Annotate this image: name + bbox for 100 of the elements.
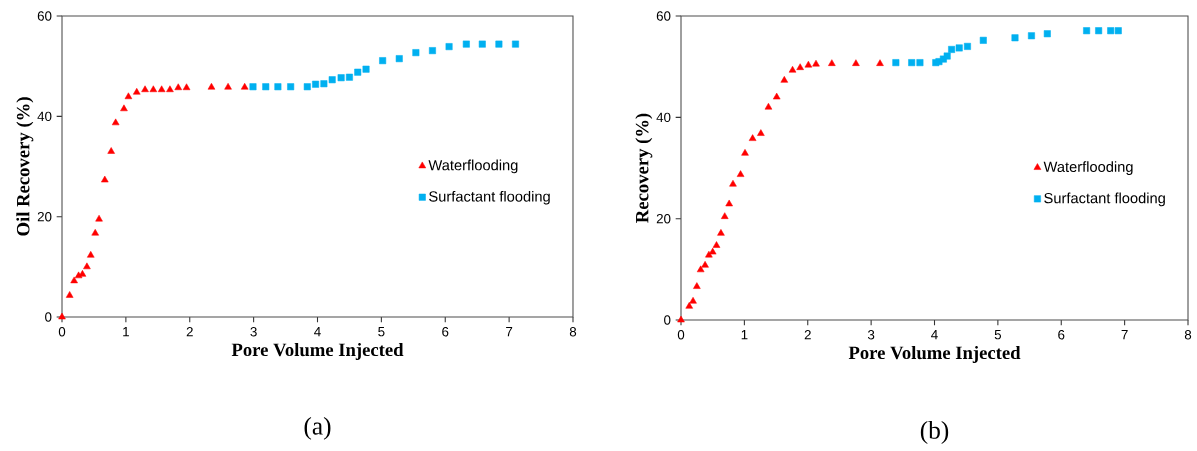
x-tick-label: 3 — [867, 330, 875, 340]
point — [741, 149, 749, 156]
point — [107, 147, 115, 154]
point — [70, 276, 78, 284]
x-tick-label: 2 — [186, 327, 193, 337]
y-tick-label: 60 — [656, 11, 671, 21]
legend-label: Surfactant flooding — [429, 190, 550, 205]
x-tick-label: 5 — [994, 330, 1002, 340]
point — [772, 92, 781, 100]
y-axis-title: Recovery (%) — [635, 113, 653, 223]
x-tick-label: 7 — [1121, 330, 1128, 340]
point — [725, 199, 733, 207]
point — [677, 315, 685, 323]
point — [1028, 32, 1035, 40]
x-tick-label: 8 — [1184, 330, 1192, 340]
point — [764, 102, 773, 110]
x-tick-label: 0 — [58, 327, 66, 337]
point — [395, 55, 403, 63]
text: (a) — [304, 416, 331, 440]
point — [274, 83, 282, 91]
point — [207, 82, 216, 90]
x-tick-label: 6 — [442, 327, 449, 337]
point — [478, 40, 486, 48]
point — [91, 228, 99, 236]
point — [412, 49, 420, 57]
point — [963, 42, 971, 50]
legend-label: Waterflooding — [428, 159, 518, 174]
point — [65, 291, 74, 298]
x-tick-label: 7 — [506, 327, 513, 337]
point — [804, 60, 813, 68]
point — [1095, 27, 1103, 35]
point — [120, 104, 128, 112]
x-tick-label: 3 — [250, 327, 257, 337]
text: (b) — [920, 421, 949, 444]
x-tick-label: 8 — [569, 327, 577, 337]
point — [717, 229, 725, 236]
point — [345, 73, 353, 81]
point — [729, 179, 737, 187]
point — [182, 83, 191, 91]
point — [495, 40, 503, 48]
point — [696, 265, 705, 273]
point — [1107, 27, 1115, 35]
point — [916, 59, 924, 67]
point — [1011, 34, 1019, 42]
point — [876, 59, 884, 66]
y-tick-label: 0 — [45, 312, 52, 322]
point — [133, 87, 141, 95]
point — [83, 262, 91, 270]
point — [429, 47, 436, 55]
x-tick-label: 4 — [931, 330, 938, 340]
point — [287, 83, 295, 91]
x-axis-title: Pore Volume Injected — [231, 342, 404, 360]
point — [174, 83, 182, 91]
point — [693, 282, 701, 289]
point — [95, 214, 103, 222]
point — [445, 43, 453, 51]
point — [788, 65, 797, 73]
y-axis-title: Oil Recovery (%) — [16, 97, 34, 236]
point — [312, 80, 320, 88]
point — [852, 59, 860, 66]
point — [892, 59, 900, 67]
point — [748, 134, 757, 141]
x-tick-label: 6 — [1058, 330, 1065, 340]
point — [141, 85, 149, 93]
point — [1114, 27, 1122, 35]
point — [812, 59, 820, 67]
point — [337, 74, 345, 82]
point — [708, 247, 717, 255]
point — [780, 76, 789, 83]
point — [712, 241, 721, 248]
point — [512, 40, 519, 48]
y-tick-label: 60 — [37, 11, 52, 21]
x-axis-title: Pore Volume Injected — [848, 345, 1021, 363]
y-tick-label: 40 — [656, 112, 671, 123]
point — [362, 65, 370, 73]
y-tick-label: 40 — [37, 111, 52, 122]
legend-label: Waterflooding — [1043, 161, 1133, 175]
point — [721, 212, 729, 219]
point — [796, 63, 804, 70]
y-tick-label: 20 — [37, 211, 52, 222]
point — [87, 251, 95, 258]
point — [149, 85, 158, 93]
point — [828, 59, 836, 66]
point — [685, 302, 693, 309]
x-tick-label: 1 — [741, 330, 748, 340]
x-tick-label: 1 — [123, 327, 129, 337]
point — [262, 83, 270, 91]
point — [908, 59, 916, 67]
point — [240, 82, 249, 90]
point — [166, 85, 174, 93]
x-tick-label: 4 — [314, 327, 321, 337]
y-tick-label: 20 — [656, 213, 671, 224]
point — [955, 44, 963, 52]
point — [157, 85, 166, 93]
point — [1083, 27, 1091, 35]
point — [101, 175, 109, 183]
point — [1043, 30, 1051, 38]
point — [328, 76, 336, 84]
point — [757, 129, 765, 136]
x-tick-label: 2 — [804, 330, 811, 340]
